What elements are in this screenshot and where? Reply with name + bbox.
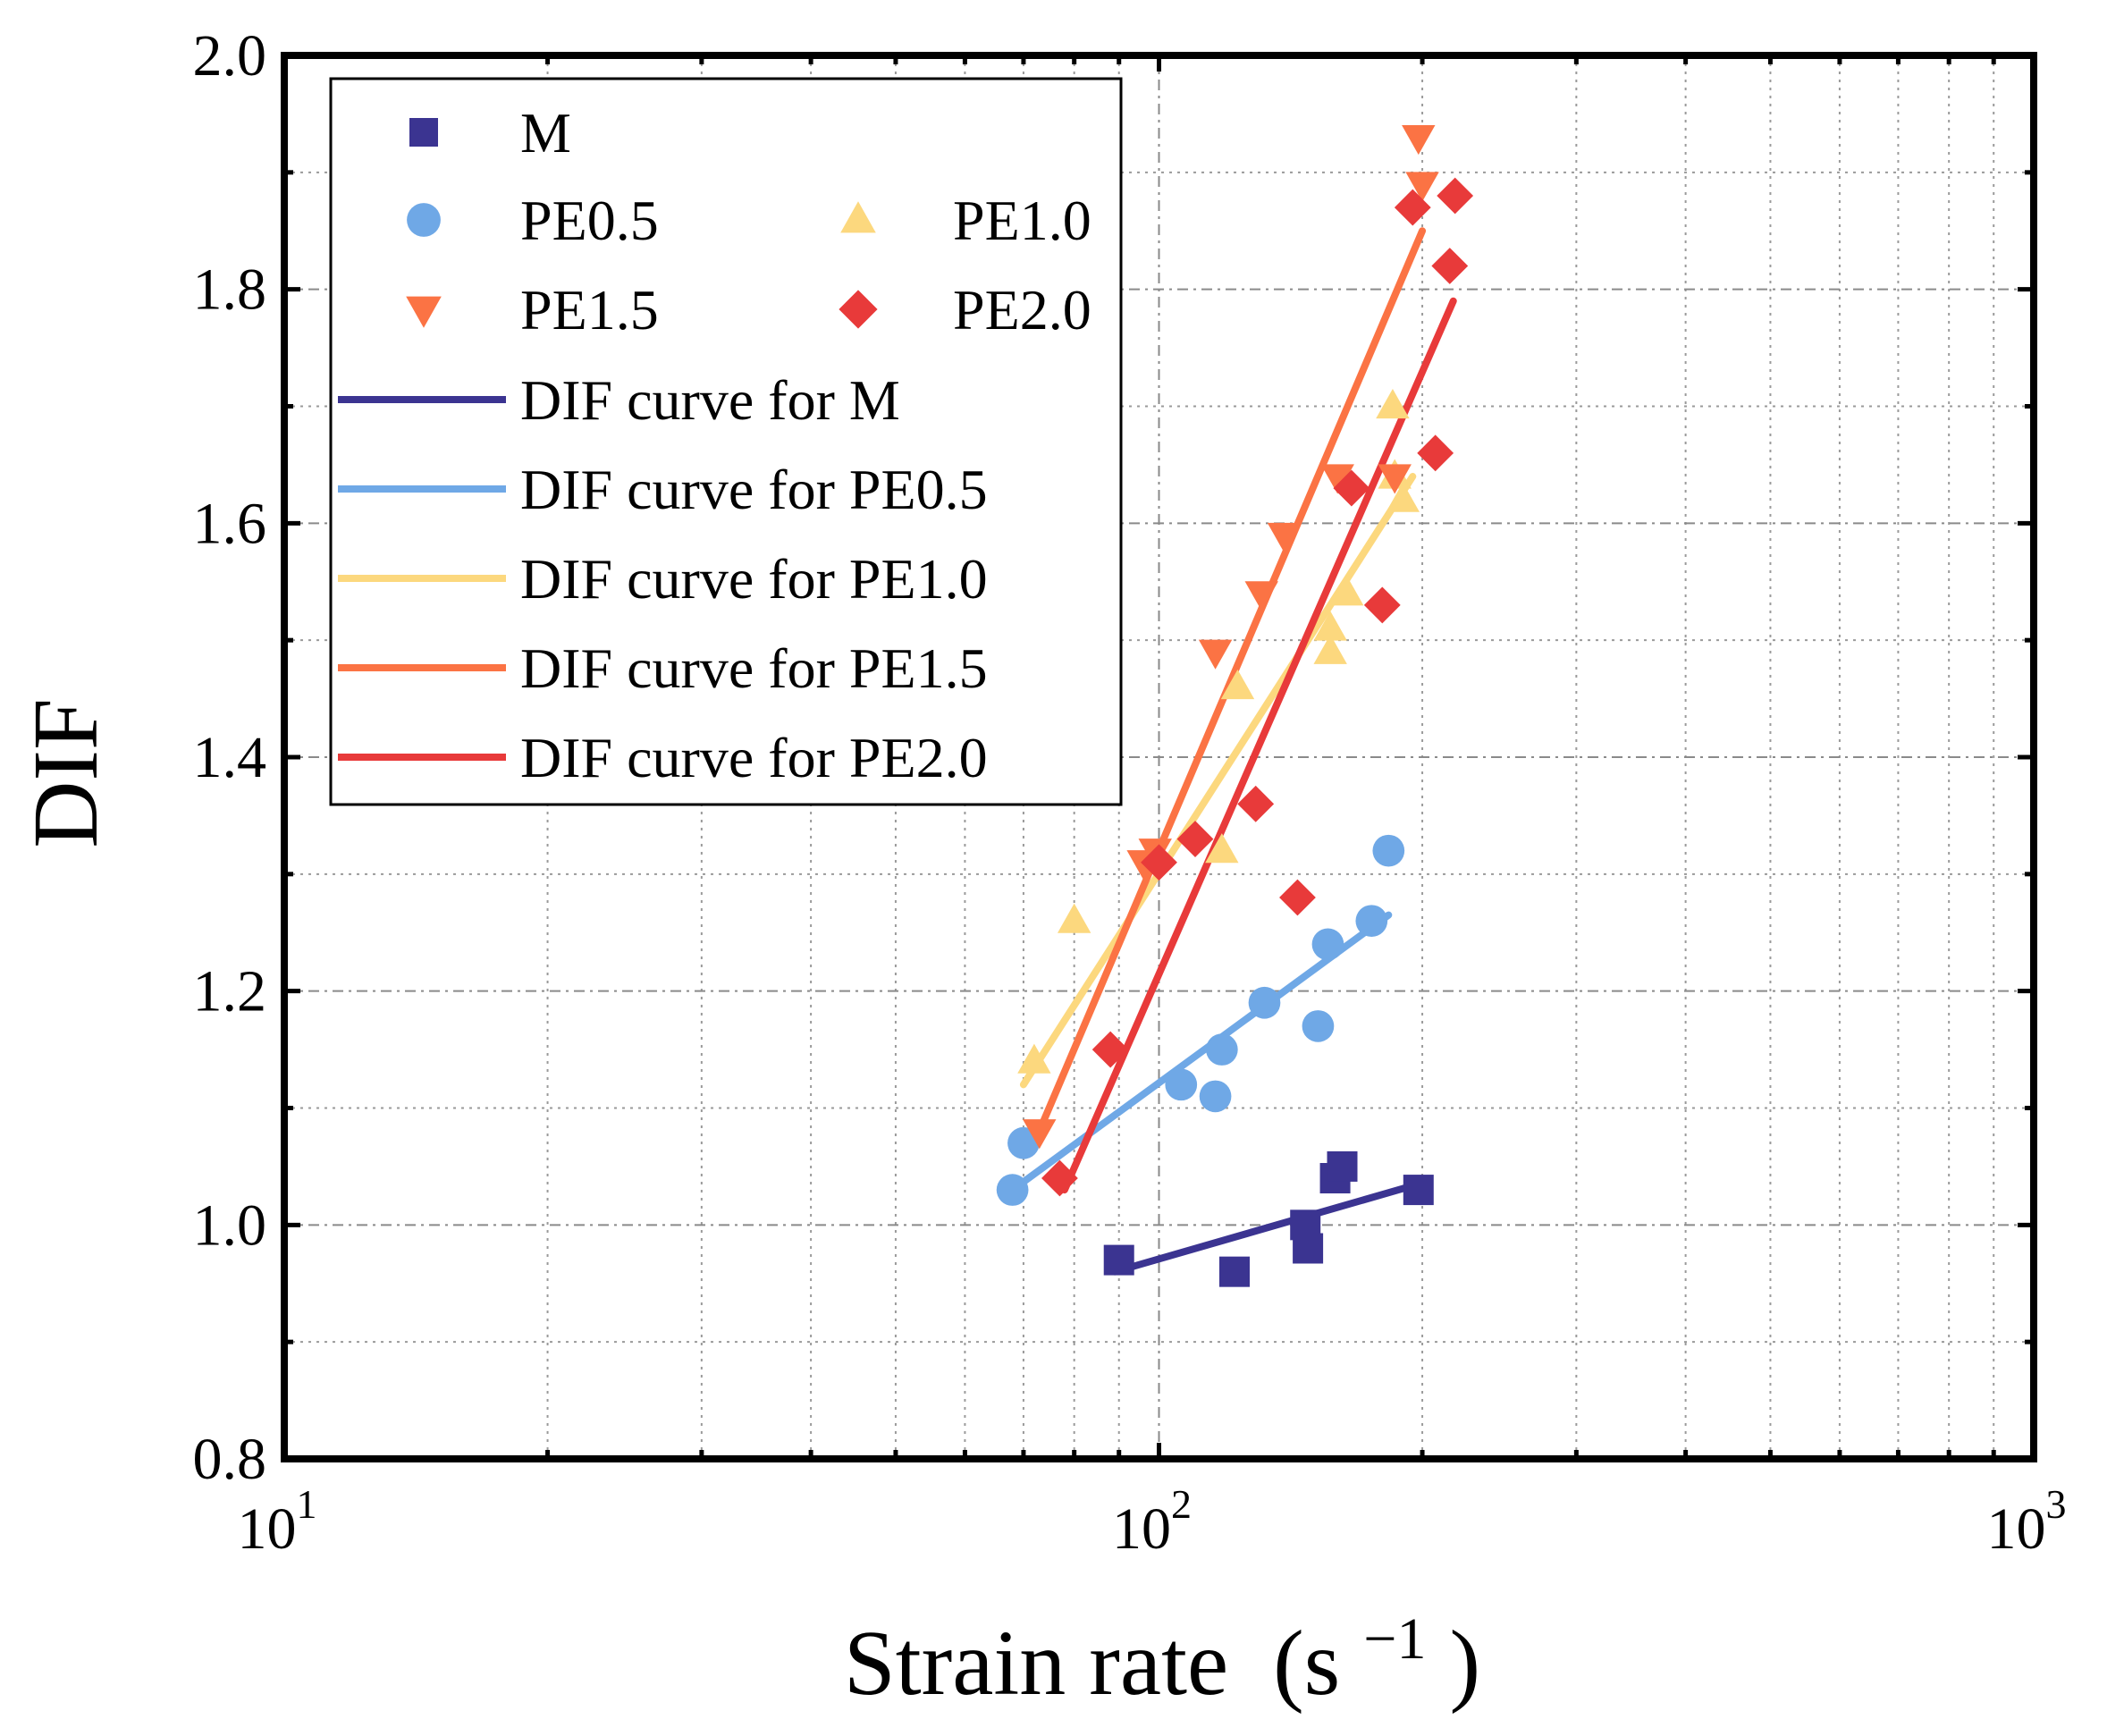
data-point-pe1.0	[1386, 482, 1420, 512]
x-tick-label-exp: 3	[2046, 1481, 2067, 1527]
legend-marker-pe2.0	[839, 290, 878, 329]
fit-line-pe2.0	[1060, 297, 1457, 1194]
data-point-pe1.5	[1267, 522, 1302, 552]
data-point-pe1.0	[1313, 611, 1347, 641]
x-axis-title-unit: (s	[1273, 1612, 1340, 1715]
legend-label-pe1.0: PE1.0	[953, 189, 1091, 252]
data-point-pe0.5	[1355, 905, 1388, 938]
data-point-m	[1103, 1244, 1134, 1276]
data-point-pe0.5	[1311, 928, 1344, 961]
data-points	[996, 124, 1474, 1287]
legend-fit-label-pe1.0: DIF curve for PE1.0	[520, 547, 988, 611]
data-point-pe0.5	[1205, 1033, 1238, 1066]
x-tick-label: 102	[1112, 1481, 1192, 1562]
legend-label-pe1.5: PE1.5	[520, 278, 659, 341]
data-point-pe2.0	[1237, 785, 1275, 822]
data-point-pe0.5	[1165, 1068, 1198, 1101]
data-point-pe2.0	[1363, 586, 1401, 624]
y-tick-label: 2.0	[193, 23, 267, 88]
x-tick-label-exp: 1	[297, 1481, 317, 1527]
legend-fit-label-pe2.0: DIF curve for PE2.0	[520, 726, 988, 789]
data-point-pe2.0	[1333, 469, 1370, 507]
data-point-pe0.5	[996, 1174, 1029, 1206]
fit-line-pe0.5	[1008, 911, 1393, 1194]
data-point-pe0.5	[1302, 1010, 1335, 1042]
x-tick-label: 103	[1987, 1481, 2067, 1562]
data-point-m	[1327, 1150, 1358, 1182]
data-point-pe2.0	[1176, 821, 1214, 857]
y-tick-label: 1.0	[193, 1192, 267, 1258]
x-tick-label-exp: 2	[1171, 1481, 1192, 1527]
data-point-pe1.5	[1244, 581, 1278, 611]
legend-label-pe0.5: PE0.5	[520, 189, 659, 252]
x-axis-title-unit-close: )	[1449, 1612, 1480, 1715]
data-point-pe2.0	[1091, 1031, 1129, 1068]
data-point-pe1.0	[1220, 669, 1255, 700]
x-tick-label-base: 10	[1987, 1496, 2046, 1562]
x-tick-label-base: 10	[1112, 1496, 1171, 1562]
data-point-pe1.0	[1017, 1043, 1051, 1074]
y-tick-label: 1.4	[193, 725, 267, 790]
data-point-pe1.5	[1405, 172, 1439, 202]
data-point-pe0.5	[1248, 986, 1281, 1019]
y-tick-label: 0.8	[193, 1427, 267, 1492]
y-tick-label: 1.6	[193, 491, 267, 556]
x-tick-label-base: 10	[238, 1496, 297, 1562]
data-point-pe1.5	[1378, 464, 1412, 494]
data-point-pe1.5	[1023, 1119, 1057, 1150]
x-tick-label: 101	[238, 1481, 317, 1562]
legend-fit-label-pe0.5: DIF curve for PE0.5	[520, 458, 988, 521]
data-point-pe1.5	[1320, 464, 1354, 494]
legend-label-pe2.0: PE2.0	[953, 278, 1091, 341]
legend-label-m: M	[520, 101, 571, 164]
fit-line-m	[1110, 1180, 1422, 1276]
y-tick-label: 1.8	[193, 257, 267, 323]
data-point-pe2.0	[1041, 1159, 1078, 1197]
legend-marker-pe1.5	[406, 296, 442, 328]
legend-marker-pe1.0	[840, 201, 876, 233]
data-point-pe2.0	[1394, 189, 1431, 226]
data-point-pe1.5	[1198, 639, 1233, 670]
data-point-m	[1293, 1233, 1324, 1264]
data-point-pe1.5	[1402, 124, 1436, 156]
legend-marker-pe0.5	[407, 203, 441, 237]
data-point-pe2.0	[1437, 177, 1474, 215]
x-axis-title-name: Strain rate	[844, 1612, 1228, 1715]
legend-fit-label-m: DIF curve for M	[520, 368, 900, 432]
x-axis-title: Strain rate (s −1 )	[844, 1576, 1480, 1715]
y-axis-title: DIF	[14, 698, 117, 848]
data-point-pe1.0	[1330, 576, 1364, 606]
y-tick-label: 1.2	[193, 959, 267, 1024]
legend: M PE0.5 PE1.0 PE1.5 PE2.0 DIF curve for M DIF …	[329, 77, 1123, 806]
data-point-pe0.5	[1372, 834, 1405, 867]
data-point-pe2.0	[1431, 248, 1469, 284]
data-point-pe1.0	[1057, 903, 1091, 933]
data-point-pe1.0	[1205, 833, 1239, 864]
data-point-m	[1219, 1256, 1251, 1287]
legend-fit-label-pe1.5: DIF curve for PE1.5	[520, 636, 988, 700]
data-point-pe0.5	[1007, 1126, 1040, 1159]
data-point-m	[1403, 1175, 1434, 1206]
legend-marker-m	[409, 118, 438, 147]
data-point-pe1.0	[1313, 634, 1347, 664]
data-point-pe0.5	[1199, 1080, 1232, 1113]
x-axis-title-unit-exp: −1	[1363, 1606, 1426, 1672]
data-point-pe1.0	[1376, 388, 1410, 419]
data-point-pe2.0	[1279, 879, 1316, 916]
legend-box	[329, 77, 1123, 806]
data-point-pe2.0	[1417, 434, 1454, 472]
data-point-pe2.0	[1141, 844, 1177, 881]
